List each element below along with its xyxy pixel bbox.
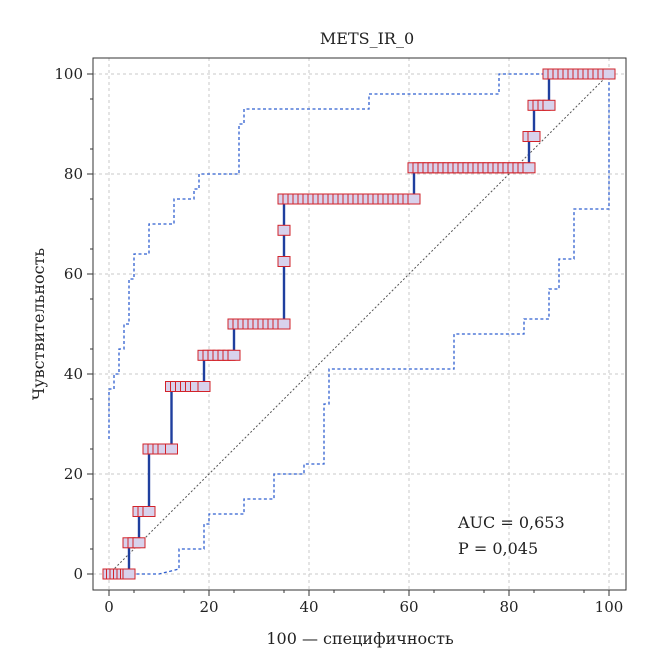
plot-frame [92,57,627,591]
diagonal-line [108,73,610,575]
x-tick-label: 60 [399,598,418,616]
x-axis-label: 100 — специфичность [266,629,454,648]
x-tick-label: 20 [199,598,218,616]
y-tick-label: 20 [64,465,83,483]
grid [93,58,626,590]
roc-point-marker [197,381,211,392]
chart-title: METS_IR_0 [320,29,414,48]
y-tick-label: 80 [64,165,83,183]
roc-point-marker [122,568,136,580]
y-tick-label: 100 [54,65,83,83]
roc-point-marker [527,131,541,142]
auc-label: AUC = 0,653 [457,513,565,532]
roc-point-marker [522,162,536,174]
roc-point-marker [602,68,616,80]
roc-point-marker [277,224,291,236]
y-tick-label: 60 [64,265,83,283]
roc-point-marker [277,256,291,267]
y-tick-label: 0 [73,565,83,583]
x-tick-label: 80 [499,598,518,616]
x-tick-label: 0 [104,598,114,616]
roc-point-marker [277,318,291,330]
roc-point-marker [227,349,241,361]
roc-markers [102,68,616,580]
confidence-bounds [108,73,610,575]
roc-point-marker [142,506,156,517]
x-tick-label: 100 [595,598,624,616]
roc-point-marker [407,193,421,205]
y-tick-label: 40 [64,365,83,383]
y-axis-label: Чувствительность [29,248,48,401]
p-value-label: P = 0,045 [458,539,538,558]
roc-point-marker [542,99,556,111]
roc-point-marker [132,537,146,549]
roc-point-marker [165,443,178,455]
ci-upper-line [108,73,609,439]
reference-diagonal [108,73,610,575]
x-tick-label: 40 [299,598,318,616]
axes: 0 20 40 60 80 100 0 20 40 60 80 100 [54,65,623,616]
